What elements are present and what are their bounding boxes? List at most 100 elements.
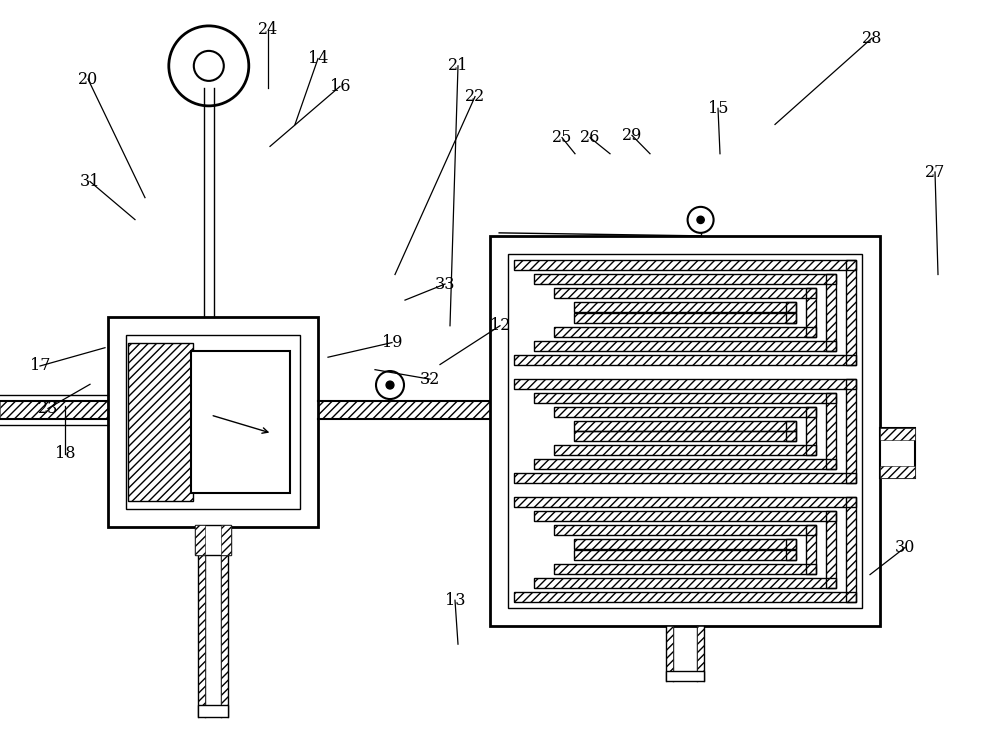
Text: 25: 25 xyxy=(552,129,572,146)
Bar xyxy=(534,459,836,469)
Text: 24: 24 xyxy=(258,20,278,38)
Bar xyxy=(574,313,796,323)
Bar xyxy=(534,340,836,351)
Text: 20: 20 xyxy=(78,70,98,88)
Bar xyxy=(534,578,836,588)
Bar xyxy=(128,343,193,501)
Bar xyxy=(198,706,228,717)
Text: 32: 32 xyxy=(420,370,440,388)
Bar xyxy=(826,511,836,588)
Bar xyxy=(514,473,856,483)
Bar xyxy=(806,288,816,337)
Bar xyxy=(574,313,796,323)
Bar xyxy=(514,497,856,507)
Bar xyxy=(846,260,856,365)
Bar xyxy=(0,401,108,419)
Bar xyxy=(786,420,796,441)
Bar xyxy=(574,302,796,312)
Bar xyxy=(554,564,816,574)
Bar xyxy=(880,427,915,478)
Bar xyxy=(554,288,816,298)
Bar xyxy=(534,392,836,403)
Bar xyxy=(490,236,880,254)
Text: 26: 26 xyxy=(580,129,600,146)
Bar xyxy=(554,406,816,417)
Bar xyxy=(534,340,836,351)
Text: 17: 17 xyxy=(30,357,50,375)
Bar xyxy=(534,511,836,521)
Bar xyxy=(786,302,796,323)
Bar xyxy=(128,343,193,501)
Bar xyxy=(666,626,673,681)
Bar xyxy=(554,564,816,574)
Bar xyxy=(826,511,836,588)
Bar xyxy=(514,592,856,602)
Bar xyxy=(554,406,816,417)
Bar xyxy=(666,671,704,681)
Text: 18: 18 xyxy=(55,445,75,463)
Text: 19: 19 xyxy=(382,334,402,351)
Bar xyxy=(490,608,880,626)
Bar xyxy=(846,260,856,365)
Bar xyxy=(534,578,836,588)
Text: 31: 31 xyxy=(80,173,100,190)
Bar xyxy=(554,326,816,337)
Text: 14: 14 xyxy=(308,50,328,67)
Bar xyxy=(108,317,318,335)
Bar xyxy=(554,288,816,298)
Bar xyxy=(514,354,856,365)
Text: 21: 21 xyxy=(448,57,468,75)
Bar xyxy=(862,236,880,626)
Bar xyxy=(514,378,856,389)
Text: 29: 29 xyxy=(622,127,642,144)
Bar xyxy=(574,550,796,560)
Bar xyxy=(514,260,856,270)
Bar xyxy=(806,406,816,455)
Bar xyxy=(198,527,205,717)
Text: 33: 33 xyxy=(435,275,455,293)
Bar xyxy=(574,550,796,560)
Bar xyxy=(554,445,816,455)
Bar xyxy=(126,335,300,509)
Bar xyxy=(514,592,856,602)
Bar xyxy=(554,445,816,455)
Bar xyxy=(108,317,318,527)
Bar xyxy=(514,354,856,365)
Circle shape xyxy=(697,216,704,223)
Text: 23: 23 xyxy=(38,400,58,417)
Bar xyxy=(697,626,704,681)
Bar xyxy=(318,401,490,419)
Bar xyxy=(534,274,836,284)
Bar xyxy=(880,427,915,440)
Bar xyxy=(846,497,856,602)
Bar xyxy=(554,326,816,337)
Bar xyxy=(534,459,836,469)
Text: 15: 15 xyxy=(708,100,728,117)
Bar xyxy=(514,497,856,507)
Bar xyxy=(490,236,880,626)
Bar xyxy=(574,431,796,441)
Bar xyxy=(806,525,816,574)
Bar xyxy=(786,420,796,441)
Circle shape xyxy=(386,381,394,389)
Bar xyxy=(786,539,796,560)
Bar xyxy=(195,525,205,555)
Bar xyxy=(490,236,508,626)
Bar xyxy=(554,525,816,535)
Bar xyxy=(826,392,836,469)
Bar xyxy=(806,406,816,455)
Bar xyxy=(574,420,796,430)
Bar xyxy=(514,260,856,270)
Text: 16: 16 xyxy=(330,78,350,95)
Bar xyxy=(514,473,856,483)
Bar xyxy=(846,378,856,483)
Bar xyxy=(786,302,796,323)
Bar xyxy=(534,511,836,521)
Bar xyxy=(574,539,796,549)
Text: 28: 28 xyxy=(862,29,882,47)
Text: 30: 30 xyxy=(895,539,915,556)
Bar xyxy=(574,431,796,441)
Bar xyxy=(108,509,318,527)
Bar xyxy=(508,254,862,608)
Bar xyxy=(514,378,856,389)
